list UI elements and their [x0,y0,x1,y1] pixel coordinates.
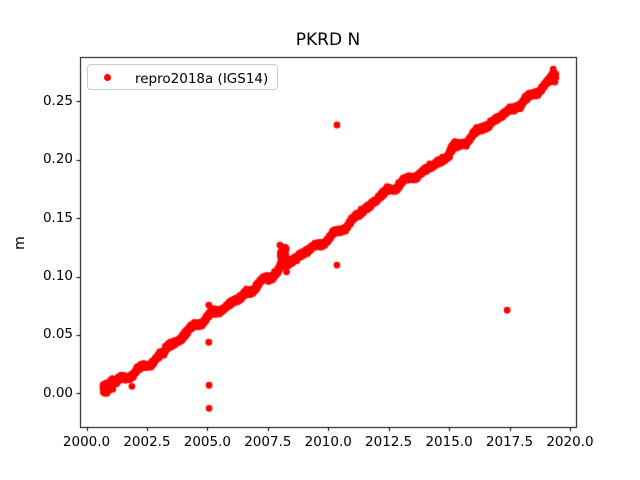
y-tick-label: 0.15 [42,209,73,226]
x-tick-label: 2010.0 [304,434,352,450]
y-tick-label: 0.20 [42,151,73,168]
x-tick-label: 2012.5 [365,434,413,450]
legend-label: repro2018a (IGS14) [135,71,269,87]
x-tick-label: 2005.0 [183,434,231,450]
y-tick-label: 0.10 [42,268,73,285]
x-tick-label: 2015.0 [425,434,473,450]
x-tick-label: 2000.0 [62,434,111,450]
x-tick-label: 2002.5 [123,434,171,450]
x-tick-label: 2020.0 [546,434,594,450]
y-tick-label: 0.05 [42,326,73,343]
plot-title: PKRD N [295,30,361,50]
x-tick-label: 2017.5 [485,434,534,450]
legend-marker-dot [104,74,111,81]
y-axis-label: m [11,236,28,250]
legend: repro2018a (IGS14) [87,64,278,90]
y-tick-label: 0.25 [42,92,73,109]
x-tick-label: 2007.5 [244,434,292,450]
y-tick-label: 0.00 [42,384,73,401]
